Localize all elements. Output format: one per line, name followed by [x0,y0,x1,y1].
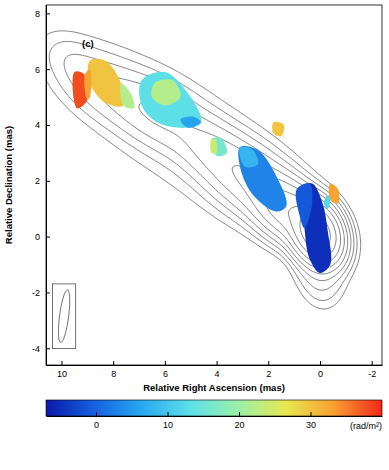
chart: 1086420-2-4-202468Relative Right Ascensi… [0,0,389,470]
tick-label: 6 [35,65,40,75]
tick: 4 [35,120,50,130]
colorbar-axis: 0 10 20 30 [47,412,383,430]
tick: -2 [368,361,376,379]
colorbar-label: (rad/m²) [350,421,382,431]
tick: 2 [266,361,271,379]
tick: 0 [94,412,99,430]
tick: 4 [215,361,220,379]
tick-mark [46,292,50,293]
tick-label: 8 [111,369,116,379]
tick-label: -4 [32,344,40,354]
tick-label: 8 [35,9,40,19]
tick-mark [113,361,114,365]
tick-label: 10 [163,420,173,430]
tick-mark [320,361,321,365]
tick: 30 [306,412,316,430]
tick-mark [268,361,269,365]
tick-mark [217,361,218,365]
tick-label: 2 [266,369,271,379]
rm-region [238,146,287,212]
rm-regions [73,59,340,273]
tick-mark [46,125,50,126]
tick-label: 0 [35,232,40,242]
rm-region [324,195,330,209]
tick-mark [46,181,50,182]
tick-label: 2 [35,176,40,186]
beam [58,290,69,343]
tick-label: 0 [94,420,99,430]
tick-label: 10 [57,369,67,379]
axis-line [47,365,383,366]
beam-box [52,284,75,349]
rm-region [296,183,313,228]
tick-mark [311,412,312,416]
contour [93,76,351,281]
x-axis-title: Relative Right Ascension (mas) [143,382,285,393]
y-axis: -4 -2 0 2 4 6 8 [32,6,50,366]
tick: -4 [32,344,50,354]
tick-label: 4 [215,369,220,379]
tick: 8 [111,361,116,379]
rm-region [329,184,340,204]
tick-label: 20 [235,420,245,430]
tick: 0 [35,232,50,242]
tick: -2 [32,288,50,298]
rm-region [151,79,180,105]
axis-line [46,6,47,366]
tick-mark [165,361,166,365]
tick: 10 [163,412,173,430]
tick-label: 6 [163,369,168,379]
rm-region [84,69,91,100]
tick: 6 [35,65,50,75]
tick-mark [46,69,50,70]
contour [64,54,354,290]
tick-label: -2 [32,288,40,298]
frame [46,5,382,365]
rm-region [239,147,258,168]
tick-label: -2 [368,369,376,379]
y-axis-title: Relative Declination (mas) [3,126,14,244]
panel-label: (c) [82,38,94,49]
tick-mark [239,412,240,416]
contour [46,31,361,309]
contour [49,41,357,300]
tick: 2 [35,176,50,186]
tick-mark [372,361,373,365]
rm-region [272,122,284,137]
x-axis: 10 8 6 4 2 0 -2 [47,361,383,379]
rm-region [210,138,217,153]
tick-mark [62,361,63,365]
tick: 6 [163,361,168,379]
contours [46,31,361,309]
plot-area [46,31,361,349]
rm-region [139,72,201,128]
tick: 0 [318,361,323,379]
tick: 20 [235,412,245,430]
rm-region [120,83,134,109]
rm-region [180,116,201,127]
tick-mark [46,13,50,14]
tick-label: 0 [318,369,323,379]
tick: 10 [57,361,67,379]
rm-region [88,59,125,107]
colorbar [46,400,382,416]
tick-mark [168,412,169,416]
tick: 8 [35,9,50,19]
tick-label: 30 [306,420,316,430]
colorbar-axis-line [47,416,383,417]
rm-region [211,138,227,157]
contour [139,102,348,273]
tick-mark [46,348,50,349]
tick-label: 4 [35,120,40,130]
tick-mark [96,412,97,416]
tick-mark [46,237,50,238]
